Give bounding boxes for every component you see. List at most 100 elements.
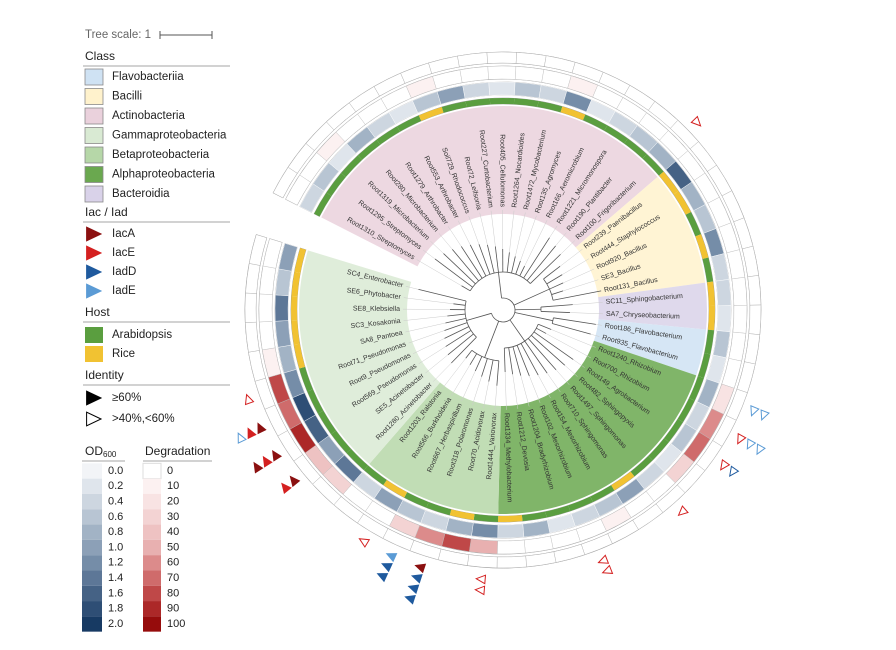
degradation-cell [541,69,572,89]
leaf-guide [504,371,507,410]
host-cell [695,234,709,260]
host-cell [702,257,714,283]
degradation-swatch [143,539,161,556]
degradation-cell [487,65,517,80]
leaf-label: SE8_Klebsiella [353,306,400,313]
leaf-guide [494,385,498,410]
degradation-cell [726,249,746,280]
od-cell [711,253,730,282]
iac-marker [597,554,610,564]
iac-marker [281,482,292,494]
class-swatch [84,88,104,105]
host-cell [307,389,324,414]
od-swatch [82,601,102,617]
host-label: Arabidopsis [112,329,172,341]
degradation-tick-label: 20 [167,496,179,508]
leaf-branch [481,358,488,377]
leaf-guide [572,302,603,305]
degradation-tick-label: 30 [167,511,179,523]
leaf-guide [560,240,576,255]
outer-cell [742,245,759,278]
leaf-guide [560,249,583,267]
leaf-branch [444,326,469,339]
leaf-branch [503,347,506,372]
identity-swatch [86,390,103,406]
leaf-branch [549,282,564,290]
od-cell [278,243,298,272]
outer-cell [748,304,762,335]
degradation-swatch [143,509,161,525]
class-swatch [84,107,104,125]
iac-marker [737,432,747,445]
leaf-branch [519,265,525,277]
leaf-guide [416,259,462,286]
branches [403,209,603,410]
leaf-branch [494,246,499,273]
iac-marker [404,595,416,605]
iac-marker [677,505,689,517]
class-wedge [598,282,707,330]
host-cell [357,139,381,160]
leaf-branch [453,303,466,306]
degradation-swatch [143,493,161,510]
leaf-guide [515,212,526,257]
degradation-tick-label: 100 [167,618,185,630]
leaf-guide [595,324,602,326]
class-wedge [369,382,501,514]
outer-cell [467,554,498,569]
host-cell [426,502,452,516]
clade-stem [498,272,502,299]
host-cell [659,171,679,195]
leaf-branch [524,340,548,374]
host-cell [537,100,563,113]
iac-marker [474,585,486,596]
degradation-cell [497,539,526,555]
degradation-swatch [143,555,161,571]
leaf-branch [461,285,471,292]
leaf-guide [472,376,482,406]
leaf-branch [531,335,566,366]
degradation-cell [732,305,748,334]
leaf-branch [445,330,472,347]
leaf-guide [563,268,595,284]
od-tick-label: 2.0 [108,618,123,630]
host-cell [513,98,539,107]
od-swatch [82,524,102,540]
gene-swatch [86,283,103,299]
leaf-guide [483,381,490,409]
host-swatch [85,327,103,343]
od-cell [471,522,499,539]
degradation-swatch [143,616,161,632]
leaf-branch [465,350,473,359]
leaf-guide [441,358,466,390]
leaf-branch [460,246,483,279]
degradation-cell [432,69,463,90]
class-label: Gammaproteobacteria [112,130,227,142]
od-tick-label: 0.6 [108,511,123,523]
class-swatch [84,68,104,86]
iac-marker [729,465,740,478]
host-cell [604,125,628,144]
host-cell [299,366,313,392]
leaf-branch [478,244,491,275]
degradation-tick-label: 0 [167,465,173,477]
od-cell [716,305,732,333]
od-swatch [82,463,102,479]
clade-stem [514,312,553,322]
leaf-branch [540,304,573,308]
host-cell [376,126,401,145]
class-swatch [84,185,104,203]
clade-stem [514,308,542,311]
leaf-guide [555,369,570,385]
iac-marker [289,475,301,488]
iac-marker [253,461,264,474]
host-cell [441,101,467,113]
leaf-branch [552,323,591,335]
host-cell [685,212,702,237]
iac-markers [237,115,770,605]
class-label: Bacilli [112,91,142,103]
od-cell [546,513,576,534]
leaf-branch [452,249,479,282]
